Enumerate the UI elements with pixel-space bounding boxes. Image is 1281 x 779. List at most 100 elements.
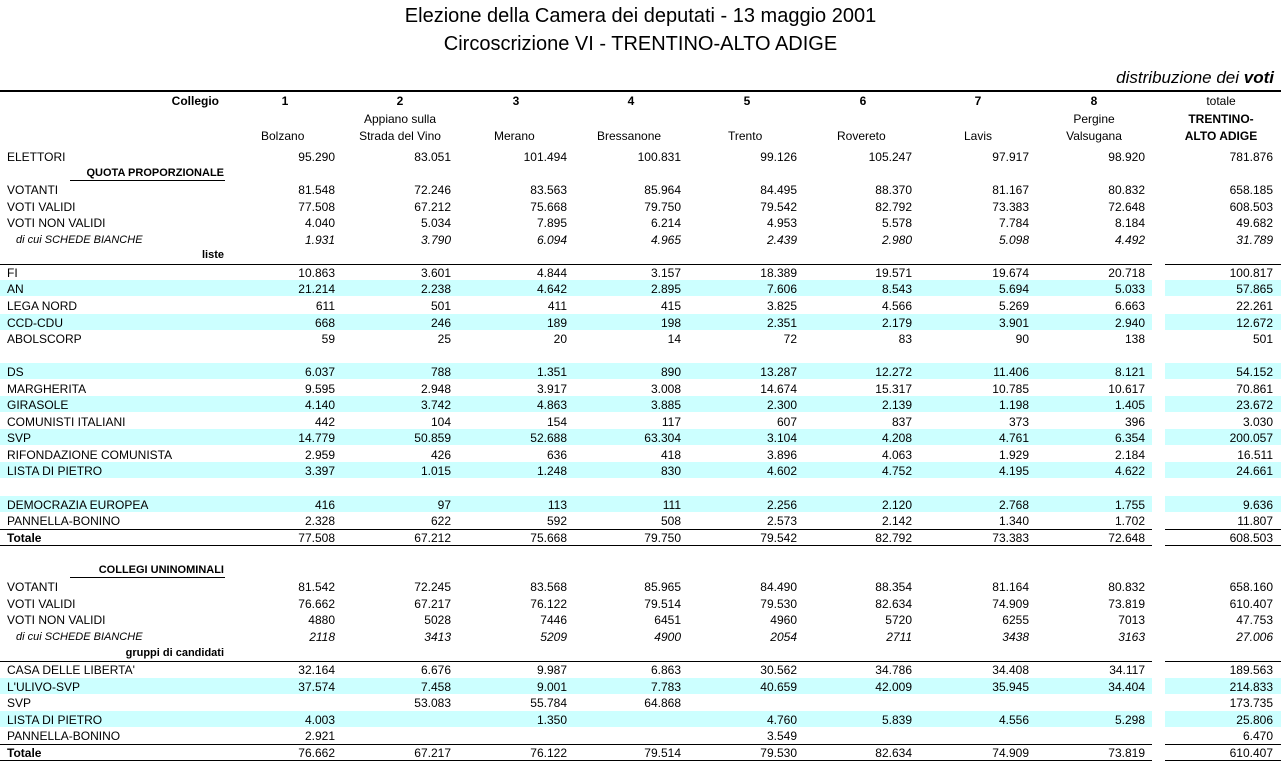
value-cell: 79.750	[644, 199, 681, 214]
value-cell: 10.863	[298, 265, 335, 280]
row-label: CCD-CDU	[7, 315, 63, 330]
column-number: totale	[1206, 94, 1236, 108]
value-cell: 5.694	[998, 282, 1029, 297]
value-cell: 11.406	[993, 365, 1029, 380]
row-rule	[0, 759, 1152, 761]
value-cell: 4.003	[304, 712, 335, 727]
row-label: PANNELLA-BONINO	[7, 729, 121, 744]
row-shade	[1165, 363, 1281, 380]
value-cell: 3.901	[998, 315, 1029, 330]
value-cell: 82.634	[875, 596, 912, 611]
value-cell: 607	[776, 414, 797, 429]
value-cell: 79.514	[644, 745, 681, 760]
value-cell: 2.895	[650, 282, 681, 297]
value-cell: 668	[314, 315, 335, 330]
row-label: SVP	[7, 431, 32, 446]
value-cell: 5.098	[998, 232, 1029, 247]
collegio-label: Collegio	[171, 94, 219, 108]
column-number: 5	[743, 94, 751, 108]
row-shade	[0, 396, 1152, 413]
row-label: VOTI VALIDI	[7, 199, 76, 214]
value-cell: 7.895	[536, 216, 567, 231]
value-cell: 73.383	[992, 199, 1029, 214]
value-cell: 10.785	[992, 381, 1029, 396]
value-cell: 2.142	[881, 514, 912, 529]
value-cell: 189.563	[1229, 663, 1273, 678]
value-cell: 2711	[886, 629, 912, 644]
value-cell: 214.833	[1229, 679, 1273, 694]
value-cell: 4.492	[1114, 232, 1145, 247]
value-cell: 81.548	[298, 183, 335, 198]
value-cell: 64.868	[644, 696, 681, 711]
value-cell: 4.953	[766, 216, 797, 231]
column-name: Rovereto	[837, 129, 886, 143]
value-cell: 4.195	[998, 464, 1029, 479]
value-cell: 830	[660, 464, 681, 479]
value-cell: 2.351	[766, 315, 797, 330]
column-number: 4	[627, 94, 635, 108]
value-cell: 611	[315, 298, 335, 313]
value-cell: 6.470	[1242, 729, 1273, 744]
value-cell: 101.494	[523, 150, 567, 164]
value-cell: 416	[314, 497, 335, 512]
row-label: ELETTORI	[7, 150, 66, 164]
value-cell: 18.389	[760, 265, 797, 280]
value-cell: 76.662	[298, 596, 335, 611]
value-cell: 50.859	[414, 431, 451, 446]
value-cell: 76.122	[530, 596, 567, 611]
value-cell: 1.405	[1114, 398, 1145, 413]
value-cell: 610.407	[1229, 596, 1273, 611]
value-cell: 3.790	[420, 232, 451, 247]
value-cell: 4900	[654, 629, 681, 644]
value-cell: 396	[1124, 414, 1145, 429]
value-cell: 4.556	[998, 712, 1029, 727]
value-cell: 34.786	[875, 663, 912, 678]
value-cell: 4.642	[536, 282, 567, 297]
value-cell: 98.920	[1108, 150, 1145, 164]
value-cell: 34.408	[992, 663, 1029, 678]
value-cell: 80.832	[1108, 183, 1145, 198]
value-cell: 1.015	[420, 464, 451, 479]
value-cell: 4.752	[881, 464, 912, 479]
value-cell: 105.247	[868, 150, 912, 164]
note: distribuzione dei voti	[1116, 68, 1274, 88]
row-rule	[0, 528, 1152, 530]
column-name: Bolzano	[261, 129, 305, 143]
value-cell: 72.245	[414, 580, 451, 595]
value-cell: 4.863	[536, 398, 567, 413]
row-rule	[1165, 263, 1281, 265]
value-cell: 138	[1124, 332, 1145, 347]
value-cell: 35.945	[992, 679, 1029, 694]
value-cell: 658.160	[1229, 580, 1273, 595]
value-cell: 21.214	[298, 282, 335, 297]
value-cell: 9.001	[536, 679, 567, 694]
column-number: 6	[859, 94, 867, 108]
section-heading: liste	[201, 249, 224, 262]
value-cell: 49.682	[1236, 216, 1273, 231]
value-cell: 16.511	[1237, 447, 1273, 462]
value-cell: 83	[898, 332, 912, 347]
column-number: 1	[281, 94, 289, 108]
value-cell: 15.317	[875, 381, 912, 396]
value-cell: 34.117	[1109, 663, 1145, 678]
row-label: di cui SCHEDE BIANCHE	[16, 630, 143, 643]
value-cell: 2.120	[881, 497, 912, 512]
value-cell: 4960	[770, 613, 797, 628]
value-cell: 23.672	[1236, 398, 1273, 413]
value-cell: 198	[660, 315, 681, 330]
row-label: PANNELLA-BONINO	[7, 514, 121, 529]
value-cell: 1.351	[536, 365, 567, 380]
value-cell: 3163	[1118, 629, 1145, 644]
row-shade	[1165, 313, 1281, 330]
value-cell: 3.157	[650, 265, 681, 280]
column-number: 2	[396, 94, 404, 108]
value-cell: 5.839	[881, 712, 912, 727]
value-cell: 20.718	[1108, 265, 1145, 280]
row-label: AN	[7, 282, 24, 297]
value-cell: 25.806	[1236, 712, 1273, 727]
value-cell: 67.212	[414, 530, 451, 545]
row-shade	[0, 462, 1152, 479]
value-cell: 1.929	[998, 447, 1029, 462]
value-cell: 501	[1252, 332, 1273, 347]
title: Elezione della Camera dei deputati - 13 …	[404, 5, 877, 27]
